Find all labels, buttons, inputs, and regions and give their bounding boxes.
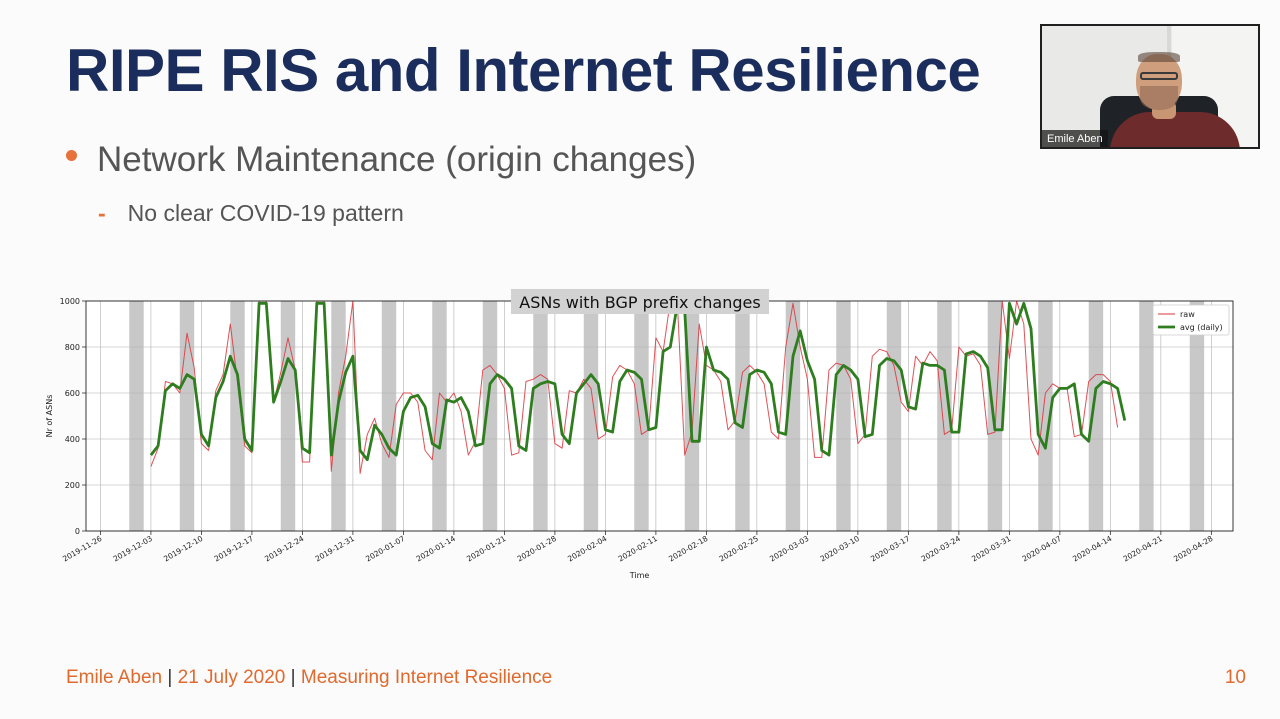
- footer-separator: |: [290, 667, 296, 688]
- participant-beard: [1140, 86, 1178, 110]
- x-tick-label: 2020-04-14: [1071, 534, 1113, 564]
- footer-talk-title: Measuring Internet Resilience: [300, 667, 553, 688]
- weekend-band: [836, 301, 851, 531]
- x-tick-label: 2019-12-17: [213, 534, 255, 564]
- participant-shirt: [1110, 112, 1240, 147]
- weekend-band: [1038, 301, 1053, 531]
- slide-title: RIPE RIS and Internet Resilience: [66, 37, 981, 104]
- footer-date: 21 July 2020: [177, 667, 286, 688]
- x-tick-label: 2020-01-28: [516, 534, 558, 564]
- x-tick-label: 2019-12-03: [112, 534, 154, 564]
- x-tick-label: 2020-02-04: [566, 534, 608, 564]
- chart-container: 0 200 400 600 800 1000 2019-11-26 2019-12-03 201…: [0, 280, 1280, 590]
- weekend-band: [1088, 301, 1104, 531]
- weekend-band: [785, 301, 801, 531]
- x-tick-label: 2019-11-26: [61, 534, 103, 564]
- x-tick-label: 2020-02-18: [667, 534, 709, 564]
- bullet-level-2: - No clear COVID-19 pattern: [98, 200, 404, 227]
- weekend-band: [937, 301, 952, 531]
- bullet-level-1: Network Maintenance (origin changes): [66, 140, 696, 180]
- x-tick-label: 2020-03-03: [768, 534, 810, 564]
- weekend-band: [432, 301, 447, 531]
- x-tick-label: 2020-03-24: [920, 534, 962, 564]
- participant-hair: [1138, 52, 1180, 62]
- asn-changes-chart: 0 200 400 600 800 1000 2019-11-26 2019-12-03 201…: [45, 289, 1234, 580]
- weekend-band: [129, 301, 144, 531]
- weekend-band: [482, 301, 498, 531]
- y-tick-label: 200: [65, 481, 80, 490]
- weekend-band: [381, 301, 397, 531]
- bullet-dash-icon: -: [98, 200, 106, 226]
- footer: Emile Aben | 21 July 2020 | Measuring In…: [66, 667, 552, 689]
- y-axis-label: Nr of ASNs: [45, 395, 54, 438]
- x-tick-label: 2020-04-21: [1122, 534, 1164, 564]
- x-tick-label: 2020-01-07: [364, 534, 406, 564]
- weekend-band: [886, 301, 902, 531]
- weekend-band: [280, 301, 296, 531]
- x-tick-label: 2020-02-25: [718, 534, 760, 564]
- x-tick-label: 2019-12-24: [263, 534, 305, 564]
- legend-label: avg (daily): [1180, 323, 1223, 332]
- weekend-band: [634, 301, 649, 531]
- weekend-band: [583, 301, 599, 531]
- y-tick-label: 800: [65, 343, 80, 352]
- legend-label: raw: [1180, 310, 1195, 319]
- weekend-band: [230, 301, 245, 531]
- participant-video-tile[interactable]: Emile Aben: [1040, 24, 1260, 149]
- x-axis-label: Time: [629, 571, 650, 580]
- weekend-band: [331, 301, 346, 531]
- y-tick-label: 1000: [60, 297, 80, 306]
- bullet-text: Network Maintenance (origin changes): [97, 140, 697, 179]
- weekend-band: [1139, 301, 1154, 531]
- x-tick-label: 2019-12-31: [314, 534, 356, 564]
- footer-author: Emile Aben: [66, 667, 163, 688]
- weekend-band: [179, 301, 195, 531]
- x-tick-label: 2020-03-31: [970, 534, 1012, 564]
- x-tick-label: 2019-12-10: [162, 534, 204, 564]
- page-number: 10: [1224, 667, 1246, 688]
- y-tick-label: 600: [65, 389, 80, 398]
- participant-name-label: Emile Aben: [1042, 130, 1108, 147]
- participant-glasses: [1140, 72, 1178, 80]
- series-avg-line: [149, 301, 1127, 462]
- y-tick-label: 400: [65, 435, 80, 444]
- x-tick-label: 2020-02-11: [617, 534, 659, 564]
- x-tick-label: 2020-03-10: [819, 534, 861, 564]
- x-tick-label: 2020-03-17: [869, 534, 911, 564]
- weekend-band: [735, 301, 750, 531]
- weekend-band: [1189, 301, 1205, 531]
- footer-separator: |: [167, 667, 173, 688]
- sub-bullet-text: No clear COVID-19 pattern: [127, 200, 404, 226]
- x-tick-label: 2020-04-07: [1021, 534, 1063, 564]
- x-tick-label: 2020-04-28: [1172, 534, 1214, 564]
- y-tick-label: 0: [75, 527, 80, 536]
- chart-title-background: [511, 289, 769, 314]
- bullet-dot-icon: [66, 150, 77, 162]
- chart-title: ASNs with BGP prefix changes: [519, 293, 760, 312]
- x-tick-label: 2020-01-14: [415, 534, 457, 564]
- weekend-band: [533, 301, 548, 531]
- x-tick-label: 2020-01-21: [465, 534, 507, 564]
